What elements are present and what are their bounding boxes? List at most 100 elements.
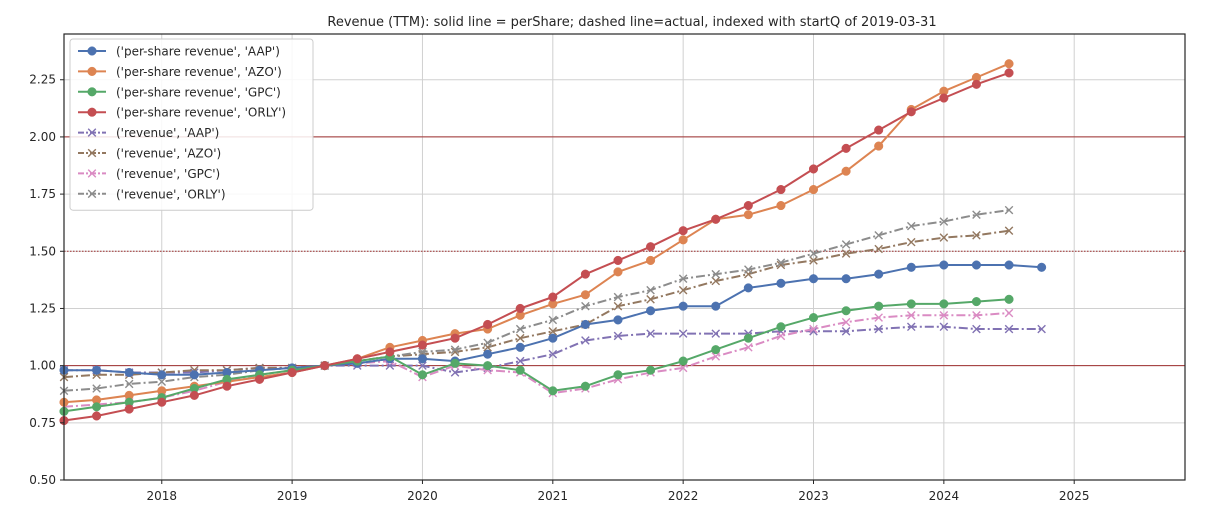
data-point: [808, 184, 819, 195]
data-point: [580, 269, 590, 279]
data-point: [874, 313, 883, 322]
data-point: [939, 93, 949, 103]
data-point: [483, 319, 493, 330]
chart-title: Revenue (TTM): solid line = perShare; da…: [327, 15, 936, 30]
data-point: [743, 283, 753, 293]
data-point: [515, 342, 525, 352]
data-point: [450, 368, 460, 377]
legend-label: ('revenue', 'AZO'): [116, 147, 221, 161]
data-point: [874, 301, 884, 311]
data-point: [1037, 262, 1047, 272]
x-tick-label: 2025: [1059, 489, 1090, 503]
data-point: [580, 290, 590, 300]
data-point: [580, 319, 590, 330]
legend-marker: [87, 87, 97, 97]
legend-marker: [87, 66, 97, 76]
data-point: [157, 397, 167, 407]
x-tick-label: 2018: [146, 489, 177, 503]
data-point: [874, 324, 883, 334]
data-point: [776, 258, 786, 268]
data-point: [548, 315, 558, 325]
data-point: [157, 377, 167, 386]
data-point: [613, 292, 623, 302]
data-point: [906, 221, 916, 231]
data-point: [874, 141, 884, 151]
data-point: [841, 249, 851, 258]
data-point: [776, 200, 786, 211]
data-point: [939, 311, 949, 320]
x-tick-label: 2020: [407, 489, 438, 503]
data-point: [906, 262, 916, 272]
data-point: [613, 301, 623, 311]
data-point: [972, 230, 981, 240]
data-point: [711, 269, 721, 279]
data-point: [418, 361, 427, 370]
data-point: [646, 295, 655, 304]
data-point: [972, 311, 981, 320]
data-point: [711, 352, 721, 361]
axes: 2018 2019 2020 2021 2022 2023 2024 2025 0.50 0.75…: [29, 73, 1089, 503]
legend-marker: [87, 148, 97, 158]
legend-label: ('revenue', 'GPC'): [116, 167, 220, 181]
data-point: [1037, 324, 1046, 334]
data-point: [417, 354, 428, 364]
data-point: [613, 267, 623, 277]
data-point: [483, 349, 493, 359]
data-point: [581, 301, 590, 311]
data-point: [515, 333, 525, 343]
plot-series: [59, 59, 1047, 426]
data-point: [841, 317, 851, 327]
data-point: [678, 274, 688, 284]
data-point: [450, 333, 460, 343]
data-point: [483, 361, 493, 371]
y-tick-label: 0.75: [29, 416, 56, 430]
data-point: [874, 244, 883, 254]
series-line: [63, 71, 1010, 422]
data-point: [906, 311, 916, 320]
data-point: [744, 265, 753, 274]
data-point: [939, 217, 949, 226]
data-point: [189, 370, 199, 380]
data-point: [841, 274, 851, 284]
data-point: [515, 303, 525, 314]
data-point: [841, 166, 851, 176]
data-point: [906, 237, 916, 247]
data-point: [124, 367, 134, 378]
legend-marker: [87, 107, 97, 117]
data-point: [776, 278, 786, 288]
data-point: [548, 386, 558, 396]
data-point: [874, 230, 883, 240]
data-point: [1004, 226, 1014, 235]
data-point: [320, 361, 330, 371]
data-point: [841, 143, 851, 153]
data-point: [548, 292, 558, 302]
data-point: [939, 260, 949, 270]
series-3: [59, 68, 1014, 426]
data-point: [808, 274, 819, 284]
data-point: [808, 164, 819, 174]
data-point: [1004, 324, 1014, 334]
data-point: [92, 365, 102, 375]
y-tick-label: 0.50: [29, 473, 56, 487]
data-point: [646, 365, 656, 375]
data-point: [417, 370, 428, 380]
x-tick-label: 2022: [668, 489, 699, 503]
data-point: [646, 306, 656, 316]
data-point: [1004, 308, 1014, 318]
data-point: [906, 107, 916, 117]
data-point: [776, 184, 786, 195]
y-tick-label: 1.50: [29, 244, 56, 258]
data-point: [711, 345, 721, 355]
data-point: [92, 384, 101, 393]
data-point: [124, 404, 134, 414]
data-point: [124, 379, 134, 389]
legend-label: ('per-share revenue', 'GPC'): [116, 85, 281, 99]
data-point: [548, 327, 558, 336]
data-point: [678, 301, 688, 311]
data-point: [1004, 260, 1014, 270]
data-point: [92, 411, 102, 421]
data-point: [613, 331, 623, 341]
data-point: [418, 347, 427, 357]
series-7: [59, 205, 1014, 396]
series-line: [63, 209, 1010, 392]
